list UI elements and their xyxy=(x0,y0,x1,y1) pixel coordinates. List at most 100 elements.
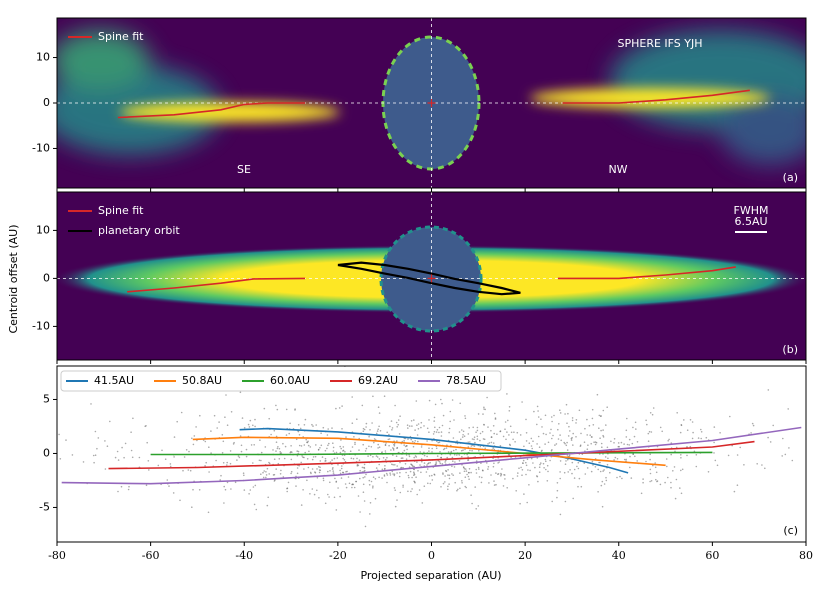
noise-dot xyxy=(58,433,60,436)
noise-dot xyxy=(629,455,631,458)
noise-dot xyxy=(403,444,406,446)
noise-dot xyxy=(411,476,413,479)
noise-dot xyxy=(306,458,309,460)
noise-dot xyxy=(436,429,439,431)
noise-dot xyxy=(242,472,245,475)
noise-dot xyxy=(494,417,497,419)
noise-dot xyxy=(375,432,378,435)
noise-dot xyxy=(613,442,615,444)
noise-dot xyxy=(716,464,719,467)
noise-dot xyxy=(442,482,445,485)
noise-dot xyxy=(345,471,347,473)
noise-dot xyxy=(416,434,419,436)
x-tick-label: -20 xyxy=(329,549,347,562)
noise-dot xyxy=(449,453,452,456)
noise-dot xyxy=(539,463,541,466)
noise-dot xyxy=(670,453,672,456)
noise-dot xyxy=(384,444,387,447)
noise-dot xyxy=(295,485,297,487)
noise-dot xyxy=(407,427,409,429)
noise-dot xyxy=(326,447,328,450)
noise-dot xyxy=(260,473,262,476)
noise-dot xyxy=(35,447,37,449)
noise-dot xyxy=(453,453,456,456)
noise-dot xyxy=(253,503,256,506)
noise-dot xyxy=(240,450,243,453)
noise-dot xyxy=(521,401,523,403)
noise-dot xyxy=(441,424,444,427)
noise-dot xyxy=(286,490,289,493)
noise-dot xyxy=(254,425,256,428)
noise-dot xyxy=(449,420,452,423)
noise-dot xyxy=(606,446,609,449)
noise-dot xyxy=(434,403,437,406)
noise-dot xyxy=(551,437,553,440)
noise-dot xyxy=(322,479,325,482)
noise-dot xyxy=(465,470,468,472)
noise-dot xyxy=(311,458,314,461)
noise-dot xyxy=(208,446,210,449)
noise-dot xyxy=(335,480,338,483)
noise-dot xyxy=(532,462,534,464)
noise-dot xyxy=(351,446,354,448)
noise-dot xyxy=(691,437,694,440)
noise-dot xyxy=(503,474,505,476)
noise-dot xyxy=(374,497,377,500)
noise-dot xyxy=(456,489,458,492)
noise-dot xyxy=(413,465,416,468)
noise-dot xyxy=(568,425,570,428)
noise-dot xyxy=(392,447,394,449)
noise-dot xyxy=(353,436,355,438)
noise-dot xyxy=(482,438,485,440)
noise-dot xyxy=(649,468,652,471)
noise-dot xyxy=(587,444,589,447)
noise-dot xyxy=(504,428,506,431)
noise-dot xyxy=(327,470,329,473)
noise-dot xyxy=(567,435,570,437)
noise-dot xyxy=(550,416,553,418)
noise-dot xyxy=(689,419,692,421)
noise-dot xyxy=(506,431,508,433)
noise-dot xyxy=(540,418,542,421)
noise-dot xyxy=(275,441,278,444)
noise-dot xyxy=(565,460,567,462)
noise-dot xyxy=(414,440,417,442)
noise-dot xyxy=(229,450,232,452)
noise-dot xyxy=(279,451,282,453)
noise-dot xyxy=(550,450,553,452)
noise-dot xyxy=(529,469,531,472)
noise-dot xyxy=(567,471,569,473)
x-tick-label: -60 xyxy=(142,549,160,562)
noise-dot xyxy=(441,463,444,465)
noise-dot xyxy=(575,419,578,421)
noise-dot xyxy=(570,437,573,440)
noise-dot xyxy=(221,452,224,454)
noise-dot xyxy=(654,462,656,464)
noise-dot xyxy=(372,485,374,488)
noise-dot xyxy=(496,433,498,436)
noise-dot xyxy=(161,449,163,452)
noise-dot xyxy=(498,461,501,463)
noise-dot xyxy=(393,487,396,489)
noise-dot xyxy=(332,470,335,472)
noise-dot xyxy=(567,412,569,415)
noise-dot xyxy=(429,482,432,485)
noise-dot xyxy=(463,435,466,438)
noise-dot xyxy=(413,480,415,483)
noise-dot xyxy=(65,439,67,441)
noise-dot xyxy=(315,424,318,426)
noise-dot xyxy=(642,481,644,484)
noise-dot xyxy=(788,447,790,449)
noise-dot xyxy=(565,403,568,406)
noise-dot xyxy=(467,446,470,448)
noise-dot xyxy=(340,447,343,450)
noise-dot xyxy=(286,487,288,490)
noise-dot xyxy=(463,470,466,473)
noise-dot xyxy=(468,471,470,474)
noise-dot xyxy=(462,466,465,468)
noise-dot xyxy=(620,441,623,444)
noise-dot xyxy=(290,458,293,461)
noise-dot xyxy=(481,430,484,433)
noise-dot xyxy=(342,457,345,460)
noise-dot xyxy=(679,431,682,434)
